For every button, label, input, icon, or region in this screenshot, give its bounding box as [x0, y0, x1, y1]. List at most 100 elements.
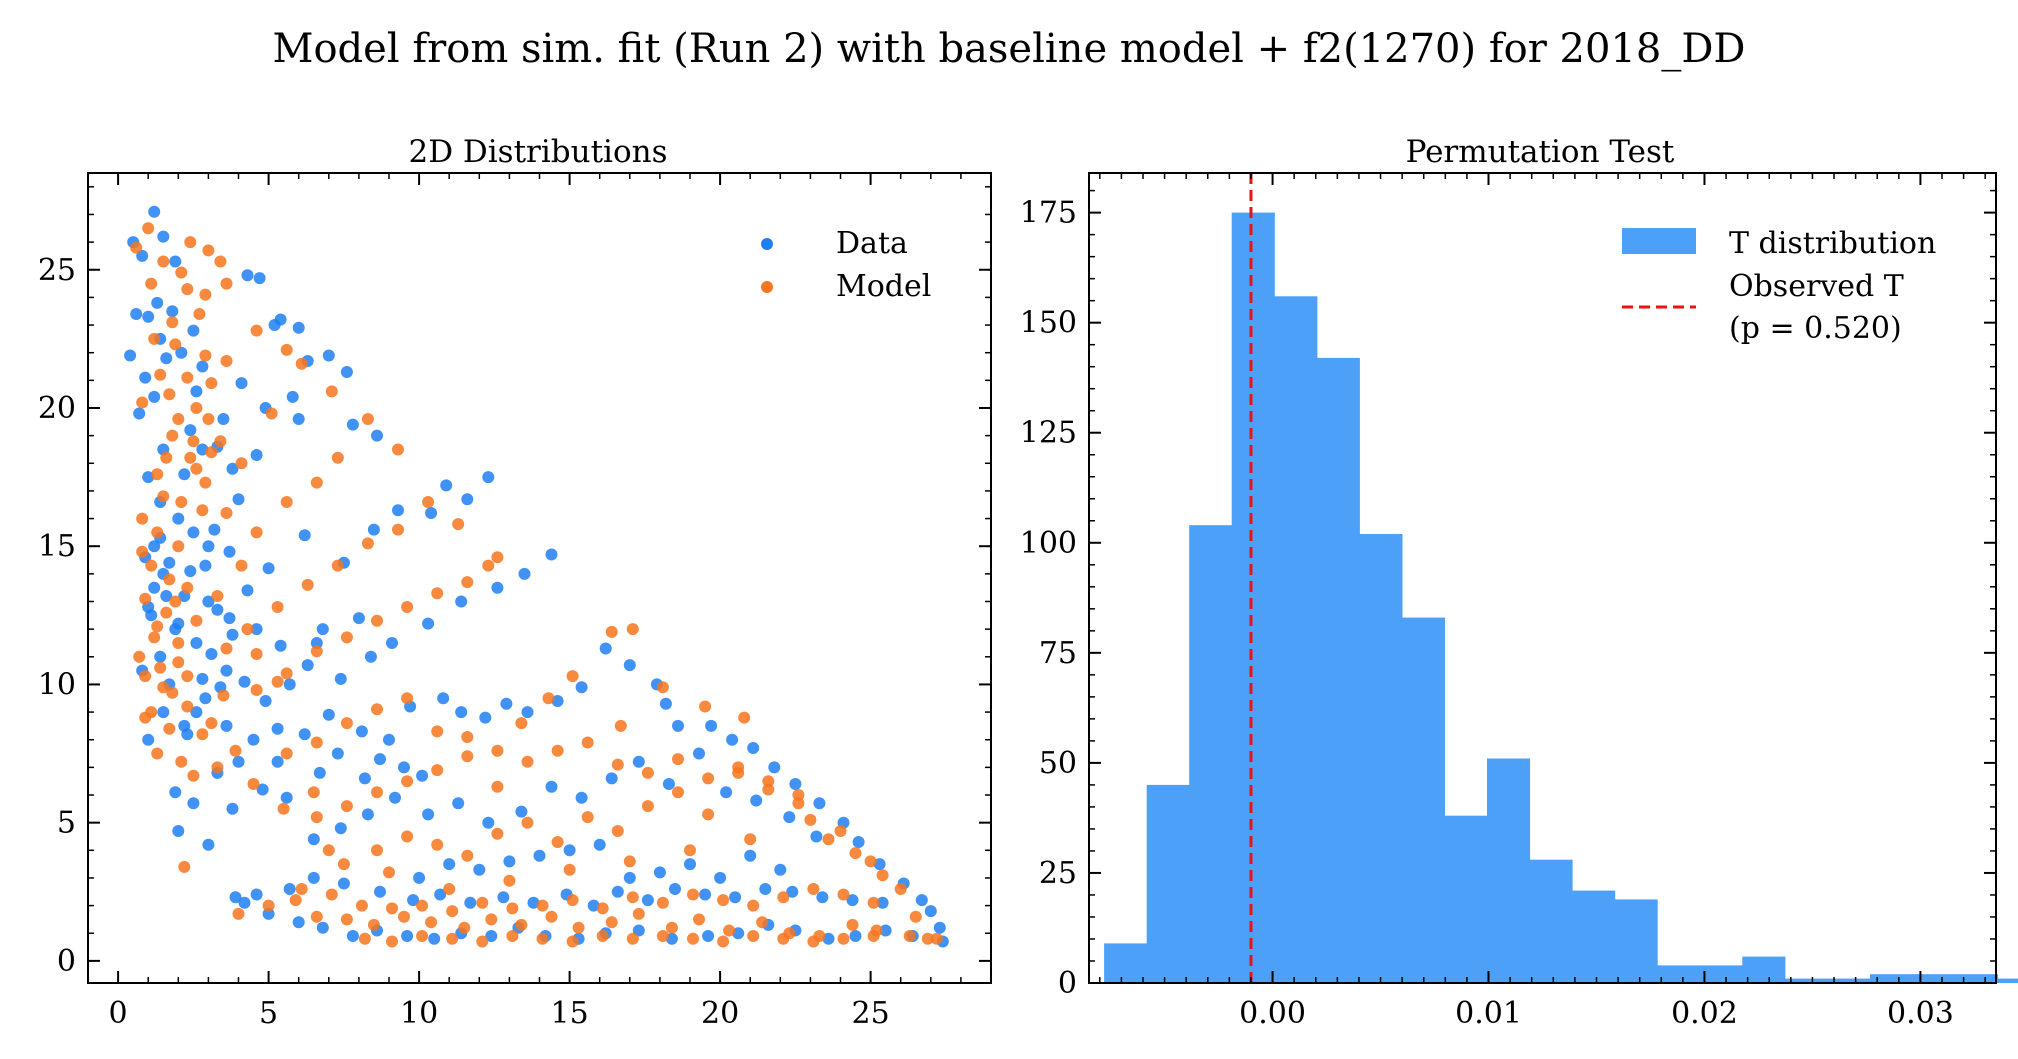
scatter-point-data	[367, 523, 380, 536]
scatter-point-data	[750, 794, 763, 807]
scatter-point-model	[205, 446, 218, 459]
scatter-point-data	[202, 540, 215, 553]
scatter-point-data	[702, 930, 715, 942]
y-tick-label: 0	[57, 944, 76, 979]
scatter-point-model	[611, 758, 624, 771]
scatter-point-model	[476, 935, 489, 948]
scatter-point-model	[250, 684, 263, 696]
legend-label-observed-t: Observed T	[1729, 269, 1904, 304]
histogram-bar	[1316, 357, 1360, 983]
scatter-point-model	[461, 750, 474, 763]
scatter-point-data	[229, 891, 242, 904]
scatter-point-data	[434, 888, 447, 901]
scatter-point-data	[422, 617, 435, 630]
scatter-point-model	[894, 883, 907, 895]
scatter-point-data	[196, 672, 209, 685]
scatter-point-data	[455, 595, 468, 608]
scatter-point-model	[506, 930, 519, 942]
scatter-point-model	[163, 722, 176, 735]
y-tick-label: 175	[1020, 196, 1077, 231]
scatter-point-data	[220, 719, 233, 732]
scatter-point-model	[172, 637, 185, 649]
scatter-point-data	[262, 907, 275, 920]
scatter-point-data	[437, 692, 450, 705]
scatter-point-data	[187, 324, 200, 337]
scatter-point-model	[310, 736, 323, 749]
scatter-point-model	[371, 786, 383, 799]
scatter-point-data	[241, 584, 254, 597]
scatter-point-data	[482, 816, 495, 829]
scatter-point-data	[331, 747, 344, 760]
scatter-point-model	[684, 844, 696, 857]
scatter-point-model	[310, 811, 323, 824]
scatter-point-model	[443, 883, 456, 895]
scatter-point-model	[581, 811, 594, 824]
x-tick-label: 5	[259, 996, 278, 1031]
scatter-panel: 2D Distributions 0 5 10 15 20 25 0 5 10 15 20 25 Da…	[38, 134, 992, 1031]
scatter-point-model	[371, 703, 383, 716]
scatter-point-model	[566, 894, 579, 907]
scatter-point-data	[358, 772, 371, 785]
scatter-point-model	[422, 496, 435, 508]
scatter-point-data	[202, 595, 215, 608]
scatter-point-data	[292, 321, 305, 334]
scatter-point-data	[346, 418, 359, 431]
scatter-point-model	[431, 587, 444, 600]
scatter-point-model	[232, 907, 245, 920]
scatter-point-model	[184, 236, 197, 249]
scatter-point-model	[169, 338, 182, 351]
scatter-point-data	[223, 545, 236, 558]
scatter-point-model	[416, 899, 429, 912]
scatter-point-data	[190, 706, 203, 719]
scatter-point-model	[295, 883, 308, 895]
scatter-point-model	[181, 283, 194, 296]
scatter-point-data	[425, 507, 438, 519]
scatter-point-data	[271, 722, 284, 735]
scatter-point-model	[777, 891, 790, 904]
scatter-point-model	[732, 761, 745, 774]
scatter-point-model	[515, 918, 528, 931]
scatter-point-data	[527, 896, 540, 909]
scatter-point-model	[181, 371, 194, 384]
scatter-point-data	[316, 921, 329, 934]
scatter-point-model	[545, 910, 558, 923]
scatter-point-model	[190, 402, 203, 414]
scatter-point-data	[473, 863, 486, 876]
scatter-point-data	[653, 866, 666, 879]
scatter-point-model	[178, 860, 191, 873]
scatter-point-data	[533, 849, 546, 862]
scatter-point-data	[452, 797, 465, 810]
scatter-point-model	[596, 930, 609, 942]
y-tick-label: 25	[1039, 856, 1077, 891]
scatter-point-model	[280, 496, 293, 508]
scatter-point-data	[166, 305, 179, 318]
scatter-point-model	[611, 825, 624, 837]
scatter-point-model	[665, 921, 678, 934]
scatter-point-model	[187, 769, 200, 782]
scatter-point-data	[443, 858, 456, 871]
scatter-point-model	[181, 581, 194, 594]
scatter-point-model	[361, 537, 374, 550]
scatter-point-model	[280, 667, 293, 680]
scatter-point-data	[428, 932, 441, 945]
scatter-point-data	[184, 565, 197, 578]
y-tick-label: 10	[38, 667, 76, 702]
scatter-point-data	[187, 797, 200, 810]
x-tick-label: 10	[400, 996, 438, 1031]
scatter-point-model	[271, 601, 284, 613]
x-tick-label: 0.03	[1887, 996, 1954, 1031]
scatter-point-data	[364, 650, 377, 663]
scatter-point-model	[656, 681, 669, 694]
scatter-point-model	[476, 896, 489, 909]
scatter-point-model	[738, 711, 751, 724]
scatter-points	[124, 205, 949, 948]
histogram-bar	[1189, 525, 1233, 983]
histogram-panel: Permutation Test 0.00 0.01 0.02 0.03 0 25 50 75…	[1020, 134, 2018, 1031]
scatter-point-data	[238, 896, 251, 909]
scatter-point-data	[334, 822, 347, 835]
scatter-point-data	[759, 883, 772, 895]
x-tick-label: 25	[852, 996, 890, 1031]
scatter-point-model	[310, 910, 323, 923]
scatter-point-model	[190, 462, 203, 475]
scatter-point-data	[259, 695, 272, 707]
